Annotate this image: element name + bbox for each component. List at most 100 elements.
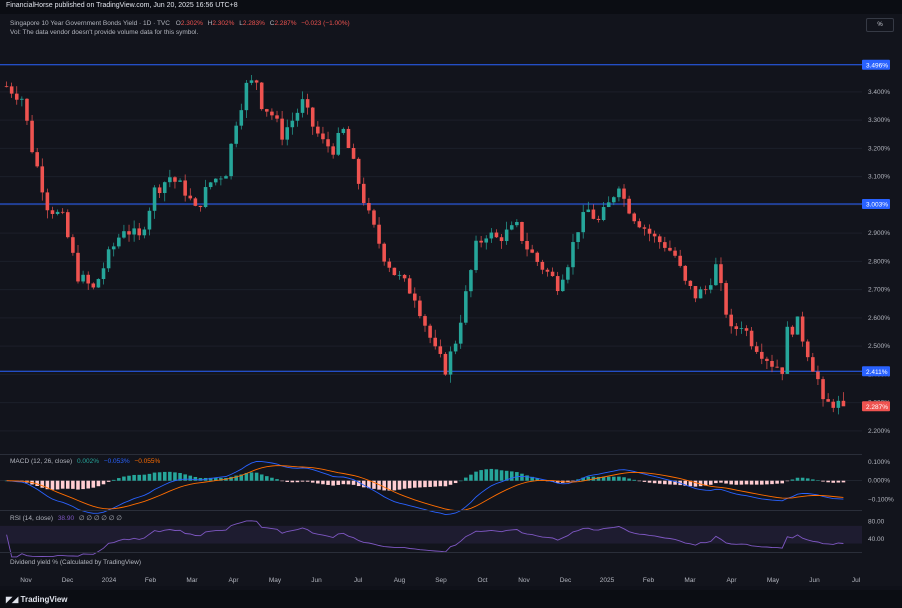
macd-histogram-bar xyxy=(183,474,187,481)
candle-body xyxy=(331,146,335,155)
candle-body xyxy=(60,211,65,213)
candle-body xyxy=(316,126,320,134)
open-label: O xyxy=(175,20,181,27)
macd-hist-value: 0.002% xyxy=(76,458,99,465)
level-label-box xyxy=(862,199,890,210)
candle-body xyxy=(805,341,810,358)
candle-body xyxy=(341,128,346,133)
percent-scale-button[interactable]: % xyxy=(866,18,894,32)
x-tick-label: Oct xyxy=(477,577,488,584)
macd-histogram-bar xyxy=(117,478,121,481)
macd-histogram-bar xyxy=(162,471,167,481)
macd-divider[interactable] xyxy=(0,454,862,455)
candle-body xyxy=(71,237,75,253)
x-tick-label: 2024 xyxy=(101,577,117,584)
rsi-line xyxy=(6,520,844,558)
macd-histogram-bar xyxy=(836,480,841,483)
candle-body xyxy=(387,261,392,268)
macd-histogram-bar xyxy=(474,471,478,481)
candle-body xyxy=(790,326,795,335)
candle-body xyxy=(545,269,550,272)
macd-histogram-bar xyxy=(469,474,473,481)
macd-histogram-bar xyxy=(305,480,310,482)
candle-body xyxy=(305,99,310,108)
x-tick-label: Nov xyxy=(518,577,530,584)
candle-body xyxy=(765,358,769,361)
candle-body xyxy=(178,180,182,182)
high-value: 2.302% xyxy=(212,20,235,27)
candle-body xyxy=(719,264,723,284)
low-label: L xyxy=(239,20,243,27)
dividend-legend: Dividend yield % (Calculated by TradingV… xyxy=(10,559,142,566)
macd-signal-value: −0.055% xyxy=(134,458,161,465)
macd-histogram-bar xyxy=(418,480,422,488)
macd-histogram-bar xyxy=(765,480,769,485)
candle-body xyxy=(229,143,233,177)
macd-histogram-bar xyxy=(601,476,606,481)
candle-body xyxy=(45,192,50,211)
candle-body xyxy=(836,400,841,408)
candle-body xyxy=(50,210,55,214)
chart-pane[interactable] xyxy=(0,14,902,586)
x-tick-label: Apr xyxy=(228,577,239,584)
candle-body xyxy=(397,274,402,276)
candle-body xyxy=(632,213,637,222)
macd-histogram-bar xyxy=(637,480,642,482)
candle-body xyxy=(504,229,509,242)
candle-body xyxy=(652,233,657,237)
candle-body xyxy=(525,240,529,250)
macd-histogram-bar xyxy=(132,474,136,481)
low-value: 2.283% xyxy=(242,20,265,27)
rsi-tick-label: 40.00 xyxy=(868,536,885,543)
candle-body xyxy=(770,360,774,367)
macd-histogram-bar xyxy=(55,480,60,490)
macd-histogram-bar xyxy=(208,477,213,481)
y-tick-label: 2.500% xyxy=(868,343,890,350)
candle-body xyxy=(418,300,422,317)
macd-histogram-bar xyxy=(612,476,616,481)
candle-body xyxy=(560,279,565,292)
macd-histogram-bar xyxy=(714,480,718,484)
candle-body xyxy=(392,267,397,276)
candle-body xyxy=(499,237,504,242)
candle-body xyxy=(101,268,106,280)
dividend-divider[interactable] xyxy=(0,552,862,553)
last-price-label: 2.287% xyxy=(866,404,888,411)
candle-body xyxy=(464,291,468,323)
candle-body xyxy=(489,232,494,239)
macd-histogram-bar xyxy=(213,477,218,481)
candle-body xyxy=(540,261,545,270)
macd-histogram-bar xyxy=(76,480,80,490)
candle-body xyxy=(571,242,575,268)
macd-histogram-bar xyxy=(239,474,244,481)
macd-histogram-bar xyxy=(566,480,570,483)
candle-body xyxy=(81,274,85,282)
symbol-label: Singapore 10 Year Government Bonds Yield… xyxy=(10,20,170,27)
macd-histogram-bar xyxy=(127,475,131,481)
candle-body xyxy=(831,401,836,408)
candle-body xyxy=(683,265,688,281)
candle-body xyxy=(678,255,682,266)
candle-body xyxy=(714,264,718,286)
candle-body xyxy=(132,228,136,235)
candle-body xyxy=(55,211,60,214)
macd-histogram-bar xyxy=(632,479,637,481)
candle-body xyxy=(698,289,703,299)
macd-histogram-bar xyxy=(66,480,70,489)
macd-histogram-bar xyxy=(275,479,279,481)
candle-body xyxy=(688,280,693,287)
macd-histogram-bar xyxy=(739,480,744,485)
candle-body xyxy=(356,158,361,184)
candle-body xyxy=(234,125,238,144)
macd-histogram-bar xyxy=(606,476,611,481)
last-price-box xyxy=(862,401,890,412)
macd-histogram-bar xyxy=(91,480,96,488)
macd-histogram-bar xyxy=(821,480,825,482)
macd-histogram-bar xyxy=(443,480,448,487)
tradingview-logo[interactable]: ◤◢ TradingView xyxy=(6,595,68,604)
level-label: 3.496% xyxy=(866,62,888,69)
macd-histogram-bar xyxy=(652,480,657,484)
candle-body xyxy=(591,209,596,219)
rsi-divider[interactable] xyxy=(0,510,862,511)
